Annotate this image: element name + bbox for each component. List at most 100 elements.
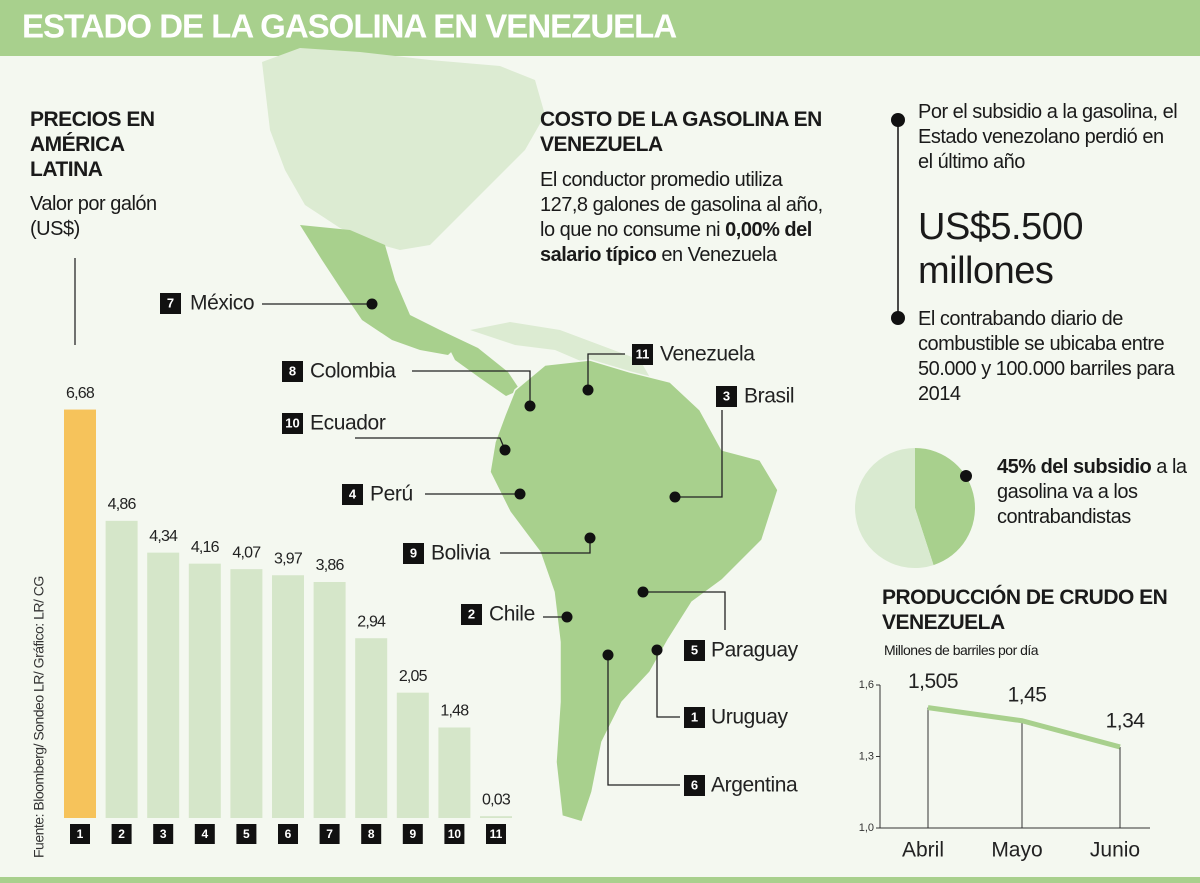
bar-subtitle: Valor por galón (US$) — [30, 193, 157, 240]
number-box — [461, 604, 482, 625]
category-box — [236, 824, 257, 844]
leader-line — [675, 410, 723, 498]
pie-slice — [915, 448, 976, 566]
category-box — [444, 824, 465, 844]
number-box — [684, 775, 705, 796]
map-dot — [582, 384, 594, 396]
bar-title: PRECIOS EN AMÉRICA LATINA — [30, 108, 155, 181]
fact-text: El contrabando diario de combustible se … — [918, 308, 1175, 405]
bar — [396, 692, 429, 818]
cost-body: El conductor promedio utiliza 127,8 galo… — [540, 169, 823, 241]
number-box — [282, 413, 303, 434]
fact-highlight: US$5.500 millones — [918, 206, 1084, 292]
value-label: 4,16 — [191, 539, 220, 556]
map-dot — [602, 649, 614, 661]
map-number: 11 — [636, 346, 650, 361]
map-dot — [669, 491, 681, 503]
value-label: 1,34 — [1106, 710, 1146, 733]
map-dot — [366, 298, 378, 310]
category-box — [319, 824, 340, 844]
number-box — [716, 386, 737, 407]
bar — [480, 816, 512, 818]
fact-text: Por el subsidio a la gasolina, el Estado… — [918, 101, 1178, 173]
y-tick-label: 1,3 — [859, 750, 874, 762]
map-label: Chile — [489, 603, 535, 626]
x-tick-label: 1 — [77, 827, 84, 841]
map-label: Venezuela — [660, 343, 755, 366]
value-label: 4,07 — [232, 544, 261, 561]
category-box — [402, 824, 423, 844]
x-tick-label: Mayo — [991, 839, 1042, 862]
map-label: Brasil — [744, 385, 794, 408]
map-label: Perú — [370, 483, 413, 506]
map-dot — [499, 444, 511, 456]
caribbean — [470, 322, 660, 400]
value-label: 2,94 — [357, 613, 386, 630]
map-number: 5 — [691, 642, 698, 657]
map-dot — [524, 400, 536, 412]
bullet — [891, 311, 905, 325]
value-label: 3,86 — [316, 557, 345, 574]
category-box — [486, 824, 506, 844]
north-america — [262, 48, 545, 250]
map-dot — [637, 586, 649, 598]
leader-line — [607, 655, 680, 786]
mexico — [300, 225, 462, 355]
leader-line — [355, 437, 506, 451]
category-box — [278, 824, 298, 844]
pie-label-rest: a la gasolina va a los contrabandistas — [997, 456, 1187, 528]
map-label: México — [190, 292, 254, 315]
map-dot — [584, 532, 596, 544]
bullet — [891, 113, 905, 127]
number-box — [342, 484, 363, 505]
pie-label: 45% del subsidio a la gasolina va a los c… — [997, 455, 1187, 530]
south-america — [489, 359, 779, 823]
cost-rest: en Venezuela — [661, 244, 777, 266]
bar — [188, 563, 221, 818]
footer-band — [0, 877, 1200, 883]
category-box — [111, 824, 132, 844]
map-number: 4 — [349, 486, 357, 501]
x-tick-label: 2 — [118, 827, 125, 841]
pie-slice — [855, 448, 934, 569]
bar — [147, 552, 180, 818]
category-box — [361, 824, 382, 844]
value-label: 3,97 — [274, 550, 303, 567]
bar — [355, 638, 388, 818]
map-number: 8 — [289, 363, 296, 378]
x-tick-label: Junio — [1090, 839, 1140, 862]
leader-line — [643, 591, 726, 630]
map-dot — [514, 488, 526, 500]
main-title: ESTADO DE LA GASOLINA EN VENEZUELA — [22, 8, 676, 45]
number-box — [684, 640, 705, 661]
x-tick-label: 4 — [201, 827, 208, 841]
map-label: Paraguay — [711, 639, 799, 662]
y-tick-label: 1,6 — [859, 679, 874, 691]
map-label: Ecuador — [310, 412, 386, 435]
value-label: 4,86 — [108, 496, 137, 513]
cost-bold: 0,00% del salario típico — [540, 219, 812, 266]
header-band — [0, 0, 1200, 56]
number-box — [684, 707, 705, 728]
x-tick-label: 9 — [409, 827, 416, 841]
line — [927, 705, 1121, 750]
value-label: 1,48 — [440, 703, 469, 720]
line-title: PRODUCCIÓN DE CRUDO EN VENEZUELA — [882, 586, 1168, 634]
x-tick-label: 7 — [326, 827, 333, 841]
category-box — [153, 824, 174, 844]
map-label: Argentina — [711, 774, 798, 797]
bar — [64, 409, 96, 818]
leader-line — [412, 370, 531, 406]
cost-text: El conductor promedio utiliza 127,8 galo… — [540, 168, 830, 268]
map-label: Bolivia — [431, 542, 491, 565]
map-number: 3 — [723, 388, 730, 403]
category-box — [70, 824, 90, 844]
map-number: 2 — [468, 606, 475, 621]
map — [262, 48, 779, 823]
value-label: 1,505 — [908, 670, 958, 693]
pie-label-bold: 45% del subsidio — [997, 456, 1152, 478]
number-box — [282, 361, 303, 382]
category-box — [194, 824, 215, 844]
bar — [105, 520, 138, 818]
